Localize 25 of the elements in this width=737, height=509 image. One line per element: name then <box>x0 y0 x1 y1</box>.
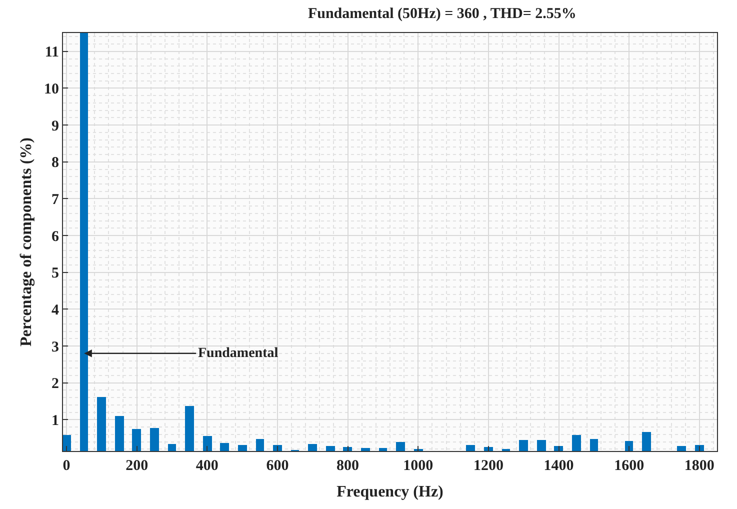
y-tick-label: 8 <box>52 155 59 172</box>
y-tick-label: 4 <box>52 302 60 318</box>
y-tick-label: 11 <box>44 44 59 61</box>
x-tick-label: 1800 <box>684 458 714 474</box>
y-tick-label: 2 <box>52 376 59 392</box>
y-tick-label: 3 <box>52 339 59 356</box>
x-tick-label: 400 <box>196 458 218 474</box>
annotation: Fundamental <box>198 346 278 361</box>
x-tick-label: 0 <box>62 458 70 474</box>
x-axis-title: Frequency (Hz) <box>336 484 444 501</box>
x-tick-label: 1600 <box>614 458 644 474</box>
x-tick-label: 200 <box>126 458 148 474</box>
x-tick-label: 800 <box>336 458 360 474</box>
y-tick-label: 7 <box>52 192 60 208</box>
y-axis-title: Percentage of components (%) <box>18 138 35 346</box>
chart-title: Fundamental (50Hz) = 360 , THD= 2.55% <box>308 6 576 22</box>
x-tick-label: 1200 <box>473 458 504 474</box>
x-tick-label: 1400 <box>544 458 574 474</box>
y-tick-label: 5 <box>52 266 59 282</box>
y-tick-label: 10 <box>44 81 59 98</box>
x-tick-label: 600 <box>266 458 289 474</box>
y-tick-label: 9 <box>52 118 59 134</box>
y-tick-label: 6 <box>52 228 60 245</box>
x-tick-label: 1000 <box>403 458 434 474</box>
y-tick-label: 1 <box>52 412 59 429</box>
